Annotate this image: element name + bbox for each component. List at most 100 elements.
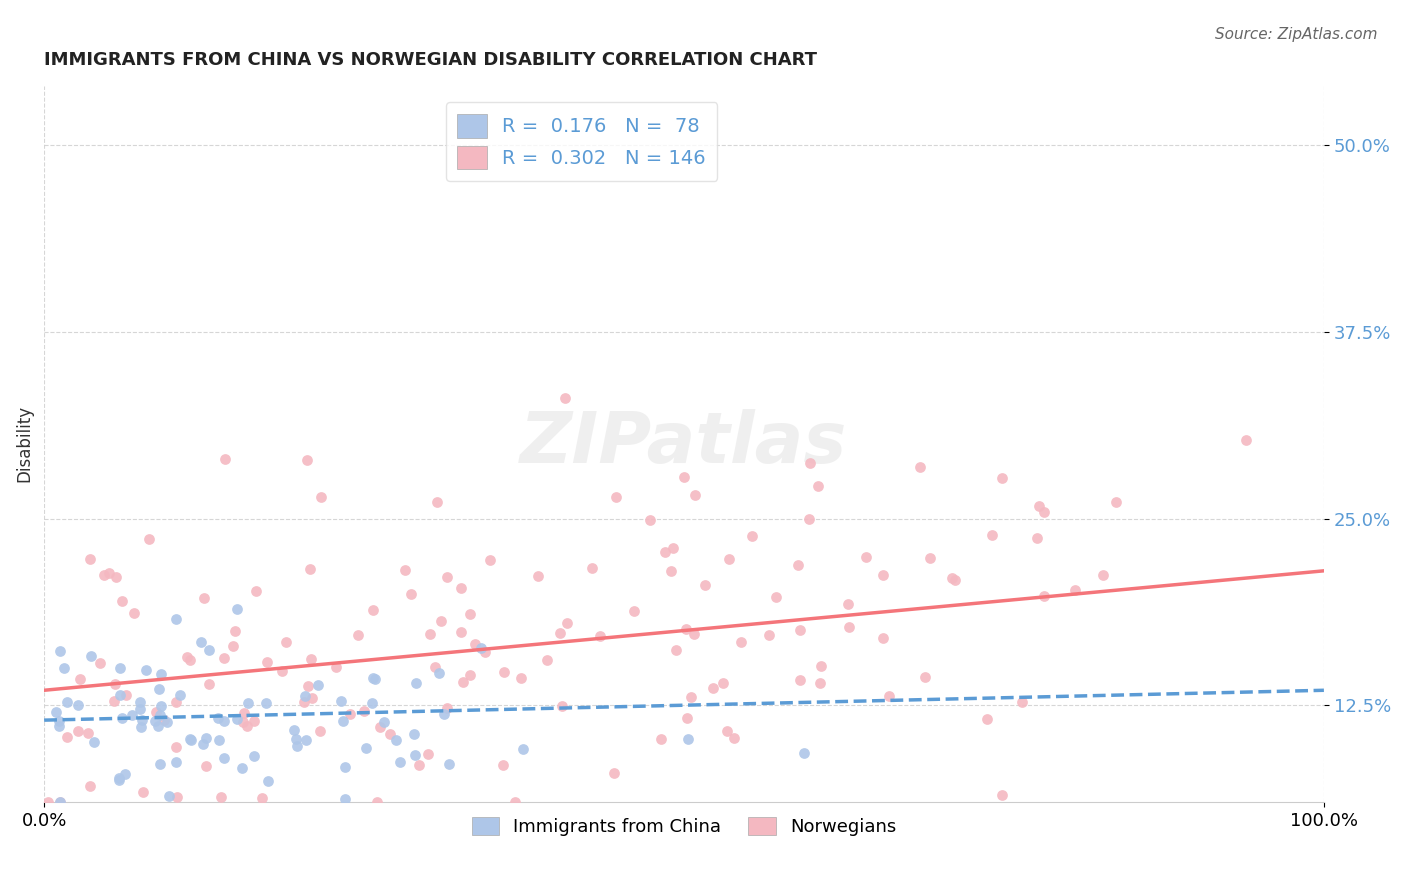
Point: [416, 747, 439, 761]
Point: [695, 578, 717, 592]
Point: [363, 671, 385, 685]
Point: [121, 708, 143, 723]
Point: [838, 620, 860, 634]
Point: [232, 706, 254, 720]
Point: [214, 452, 236, 467]
Point: [236, 697, 259, 711]
Point: [661, 541, 683, 555]
Point: [427, 665, 450, 680]
Point: [368, 720, 391, 734]
Point: [741, 529, 763, 543]
Point: [789, 623, 811, 637]
Point: [872, 568, 894, 582]
Point: [837, 597, 859, 611]
Point: [654, 544, 676, 558]
Point: [380, 726, 402, 740]
Point: [333, 792, 356, 806]
Point: [224, 624, 246, 638]
Text: IMMIGRANTS FROM CHINA VS NORWEGIAN DISABILITY CORRELATION CHART: IMMIGRANTS FROM CHINA VS NORWEGIAN DISAB…: [44, 51, 817, 69]
Point: [512, 741, 534, 756]
Point: [156, 715, 179, 730]
Point: [723, 731, 745, 745]
Point: [307, 678, 329, 692]
Point: [799, 456, 821, 470]
Point: [103, 694, 125, 708]
Point: [479, 553, 502, 567]
Point: [236, 718, 259, 732]
Point: [492, 758, 515, 772]
Point: [67, 724, 90, 739]
Point: [299, 562, 322, 576]
Point: [166, 790, 188, 805]
Point: [325, 660, 347, 674]
Point: [405, 675, 427, 690]
Point: [404, 727, 426, 741]
Point: [294, 689, 316, 703]
Point: [683, 626, 706, 640]
Y-axis label: Disability: Disability: [15, 405, 32, 483]
Point: [190, 635, 212, 649]
Point: [503, 795, 526, 809]
Point: [231, 761, 253, 775]
Point: [1033, 589, 1056, 603]
Point: [1033, 505, 1056, 519]
Point: [877, 689, 900, 703]
Point: [347, 628, 370, 642]
Point: [176, 650, 198, 665]
Point: [361, 603, 384, 617]
Point: [419, 627, 441, 641]
Point: [179, 731, 201, 746]
Point: [673, 470, 696, 484]
Point: [793, 746, 815, 760]
Point: [79, 779, 101, 793]
Point: [810, 659, 832, 673]
Point: [214, 714, 236, 729]
Point: [492, 665, 515, 679]
Point: [1234, 433, 1257, 447]
Point: [226, 602, 249, 616]
Point: [718, 551, 741, 566]
Point: [981, 528, 1004, 542]
Point: [108, 771, 131, 785]
Point: [536, 653, 558, 667]
Point: [143, 714, 166, 729]
Point: [150, 666, 173, 681]
Point: [212, 651, 235, 665]
Point: [361, 696, 384, 710]
Point: [108, 772, 131, 787]
Point: [83, 735, 105, 749]
Point: [1028, 499, 1050, 513]
Point: [89, 656, 111, 670]
Point: [789, 673, 811, 687]
Point: [918, 550, 941, 565]
Point: [292, 696, 315, 710]
Point: [404, 747, 426, 762]
Point: [1105, 495, 1128, 509]
Point: [207, 711, 229, 725]
Point: [104, 677, 127, 691]
Point: [77, 726, 100, 740]
Point: [470, 640, 492, 655]
Point: [394, 563, 416, 577]
Point: [554, 391, 576, 405]
Point: [138, 532, 160, 546]
Point: [124, 606, 146, 620]
Point: [681, 690, 703, 704]
Point: [48, 719, 70, 733]
Point: [287, 739, 309, 754]
Point: [274, 635, 297, 649]
Point: [250, 791, 273, 805]
Point: [283, 723, 305, 737]
Point: [49, 795, 72, 809]
Text: ZIPatlas: ZIPatlas: [520, 409, 848, 478]
Point: [676, 711, 699, 725]
Point: [114, 767, 136, 781]
Point: [1011, 695, 1033, 709]
Point: [93, 568, 115, 582]
Point: [55, 730, 77, 744]
Point: [332, 714, 354, 728]
Point: [146, 719, 169, 733]
Point: [702, 681, 724, 695]
Point: [685, 488, 707, 502]
Point: [301, 690, 323, 705]
